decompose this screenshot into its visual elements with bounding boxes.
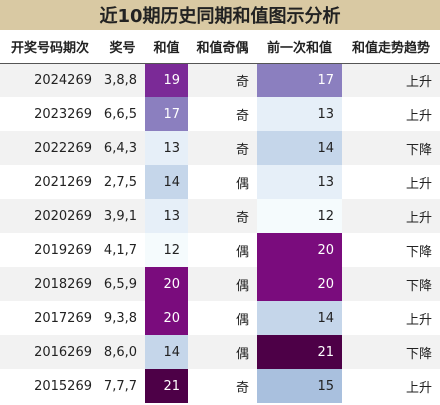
table-row: 2020269 3,9,1 13 奇 12 上升 bbox=[0, 199, 440, 233]
header-prev-sum: 前一次和值 bbox=[257, 30, 342, 64]
cell-trend: 上升 bbox=[405, 108, 432, 124]
cell-prev-sum: 21 bbox=[257, 335, 342, 369]
cell-parity: 奇 bbox=[188, 199, 257, 233]
cell-parity: 奇 bbox=[235, 108, 249, 124]
cell-issue: 2021269 bbox=[34, 174, 92, 190]
cell-sum: 21 bbox=[145, 369, 188, 403]
cell-trend: 上升 bbox=[342, 199, 440, 233]
cell-issue: 2016269 bbox=[0, 335, 100, 369]
header-issue: 开奖号码期次 bbox=[0, 30, 100, 64]
header-parity: 和值奇偶 bbox=[188, 30, 257, 64]
header-sum: 和值 bbox=[145, 30, 188, 64]
table-row: 2016269 8,6,0 14 偶 21 下降 bbox=[0, 335, 440, 369]
cell-issue: 2020269 bbox=[0, 199, 100, 233]
cell-parity: 奇 bbox=[188, 63, 257, 97]
table-row: 2017269 9,3,8 20 偶 14 上升 bbox=[0, 301, 440, 335]
table-row: 2024269 3,8,8 19 奇 17 上升 bbox=[0, 63, 440, 97]
cell-prev-sum: 14 bbox=[257, 131, 342, 165]
cell-sum: 13 bbox=[145, 199, 188, 233]
cell-prev-sum: 13 bbox=[257, 97, 342, 131]
header-row: 开奖号码期次 奖号 和值 和值奇偶 前一次和值 和值走势趋势 bbox=[0, 30, 440, 64]
cell-trend: 上升 bbox=[405, 176, 432, 192]
cell-numbers: 3,8,8 bbox=[100, 63, 145, 97]
cell-prev-sum: 17 bbox=[257, 63, 342, 97]
cell-prev-sum: 15 bbox=[257, 369, 342, 403]
cell-trend: 下降 bbox=[342, 335, 440, 369]
cell-sum: 12 bbox=[145, 233, 188, 267]
cell-issue: 2024269 bbox=[0, 63, 100, 97]
cell-sum: 19 bbox=[145, 63, 188, 97]
cell-numbers: 2,7,5 bbox=[103, 174, 137, 190]
cell-numbers: 6,4,3 bbox=[100, 131, 145, 165]
cell-numbers: 8,6,0 bbox=[100, 335, 145, 369]
cell-parity: 偶 bbox=[235, 244, 249, 260]
cell-sum: 17 bbox=[145, 97, 188, 131]
cell-issue: 2023269 bbox=[34, 106, 92, 122]
cell-parity: 奇 bbox=[235, 380, 249, 396]
cell-prev-sum: 13 bbox=[257, 165, 342, 199]
cell-sum: 14 bbox=[145, 335, 188, 369]
header-trend: 和值走势趋势 bbox=[342, 30, 440, 64]
cell-issue: 2019269 bbox=[34, 242, 92, 258]
header-numbers: 奖号 bbox=[100, 30, 145, 64]
cell-prev-sum: 20 bbox=[257, 233, 342, 267]
cell-parity: 偶 bbox=[235, 312, 249, 328]
cell-parity: 偶 bbox=[188, 267, 257, 301]
cell-trend: 下降 bbox=[405, 244, 432, 260]
cell-trend: 下降 bbox=[342, 131, 440, 165]
cell-issue: 2022269 bbox=[0, 131, 100, 165]
cell-numbers: 3,9,1 bbox=[100, 199, 145, 233]
cell-parity: 偶 bbox=[188, 335, 257, 369]
table-row: 2018269 6,5,9 20 偶 20 下降 bbox=[0, 267, 440, 301]
cell-trend: 上升 bbox=[405, 312, 432, 328]
cell-sum: 20 bbox=[145, 301, 188, 335]
figure-title: 近10期历史同期和值图示分析 bbox=[0, 0, 440, 30]
cell-issue: 2018269 bbox=[0, 267, 100, 301]
cell-parity: 偶 bbox=[235, 176, 249, 192]
cell-trend: 上升 bbox=[405, 380, 432, 396]
cell-trend: 上升 bbox=[342, 63, 440, 97]
cell-trend: 下降 bbox=[342, 267, 440, 301]
cell-sum: 14 bbox=[145, 165, 188, 199]
cell-issue: 2015269 bbox=[34, 378, 92, 394]
cell-numbers: 6,6,5 bbox=[103, 106, 137, 122]
cell-numbers: 9,3,8 bbox=[103, 310, 137, 326]
cell-parity: 奇 bbox=[188, 131, 257, 165]
cell-numbers: 6,5,9 bbox=[100, 267, 145, 301]
cell-sum: 13 bbox=[145, 131, 188, 165]
cell-numbers: 4,1,7 bbox=[103, 242, 137, 258]
cell-sum: 20 bbox=[145, 267, 188, 301]
table-row: 2022269 6,4,3 13 奇 14 下降 bbox=[0, 131, 440, 165]
table-row: 2019269 4,1,7 12 偶 20 下降 bbox=[0, 233, 440, 267]
cell-prev-sum: 14 bbox=[257, 301, 342, 335]
cell-issue: 2017269 bbox=[34, 310, 92, 326]
cell-prev-sum: 12 bbox=[257, 199, 342, 233]
cell-prev-sum: 20 bbox=[257, 267, 342, 301]
history-table: 开奖号码期次 奖号 和值 和值奇偶 前一次和值 和值走势趋势 2024269 3,… bbox=[0, 30, 440, 403]
table-row: 2021269 2,7,5 14 偶 13 上升 bbox=[0, 165, 440, 199]
table-row: 2015269 7,7,7 21 奇 15 上升 bbox=[0, 369, 440, 403]
cell-numbers: 7,7,7 bbox=[103, 378, 137, 394]
table-row: 2023269 6,6,5 17 奇 13 上升 bbox=[0, 97, 440, 131]
